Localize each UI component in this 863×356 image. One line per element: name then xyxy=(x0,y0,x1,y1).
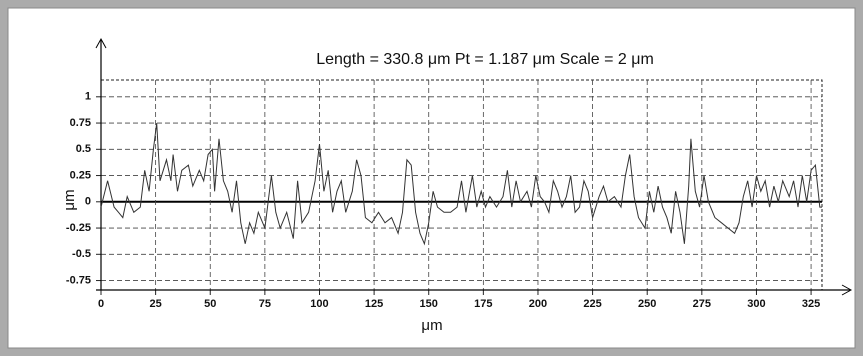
x-tick-label: 225 xyxy=(583,298,601,310)
x-tick-label: 200 xyxy=(529,298,547,310)
chart-title: Length = 330.8 μm Pt = 1.187 μm Scale = … xyxy=(316,51,654,68)
y-tick-label: 0 xyxy=(85,196,91,208)
y-axis-arrow xyxy=(95,37,107,49)
x-tick-label: 325 xyxy=(802,298,820,310)
y-tick-label: 1 xyxy=(85,91,91,103)
x-tick-label: 0 xyxy=(98,298,104,310)
panel xyxy=(7,7,856,349)
y-tick-label: 0.75 xyxy=(70,117,91,129)
x-tick-label: 175 xyxy=(474,298,492,310)
x-tick-label: 275 xyxy=(693,298,711,310)
x-axis-label: μm xyxy=(421,317,442,334)
y-axis-label: μm xyxy=(61,189,78,210)
x-tick-label: 250 xyxy=(638,298,656,310)
x-tick-label: 75 xyxy=(259,298,271,310)
y-tick-label: -0.75 xyxy=(66,274,91,286)
x-tick-label: 50 xyxy=(204,298,216,310)
x-tick-label: 100 xyxy=(310,298,328,310)
x-axis-arrow xyxy=(841,284,853,296)
x-tick-label: 25 xyxy=(149,298,161,310)
y-tick-label: 0.5 xyxy=(76,143,91,155)
profile-line xyxy=(100,123,822,246)
x-tick-label: 150 xyxy=(420,298,438,310)
y-tick-label: -0.25 xyxy=(66,222,91,234)
y-tick-label: -0.5 xyxy=(72,248,91,260)
x-tick-label: 300 xyxy=(747,298,765,310)
y-tick-label: 0.25 xyxy=(70,169,91,181)
x-tick-label: 125 xyxy=(365,298,383,310)
